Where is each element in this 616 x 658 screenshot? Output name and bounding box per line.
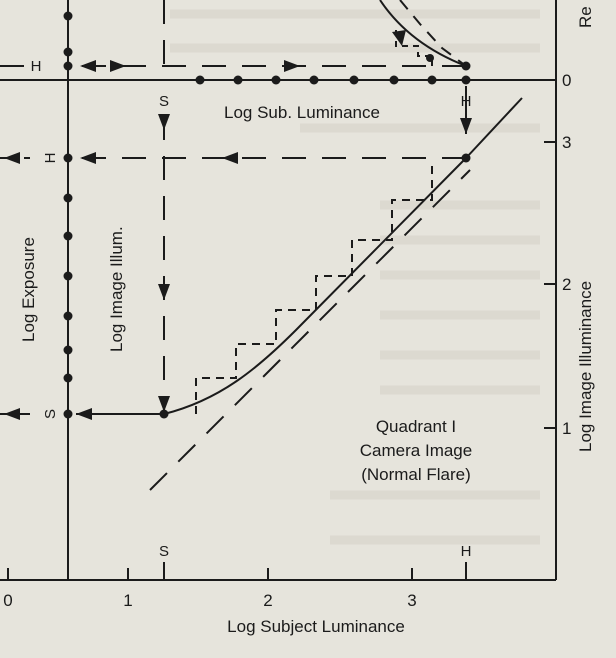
highlight-marker-label: H [42, 153, 59, 164]
ideal-reference-line [149, 169, 471, 491]
right-tick-label: 1 [562, 419, 571, 438]
right-tick-label: 0 [562, 71, 571, 90]
x-axis-ticks [7, 562, 467, 580]
x-axis-label: Log Subject Luminance [227, 617, 405, 636]
shadow-marker-label: S [159, 93, 169, 110]
right-axis-label-fragment: Re [576, 6, 595, 28]
staircase-steps [195, 166, 433, 414]
highlight-marker-label: H [461, 93, 472, 110]
quadrant-subtitle: Camera Image [360, 441, 472, 460]
x-tick-label: 3 [407, 591, 416, 610]
quadrant-title: Quadrant I [376, 417, 456, 436]
camera-curve-extension [465, 97, 523, 159]
projection-lines [80, 0, 471, 491]
right-tick-label: 3 [562, 133, 571, 152]
log-sub-luminance-label: Log Sub. Luminance [224, 103, 380, 122]
arrowheads [4, 30, 472, 420]
log-image-illum-label: Log Image Illum. [107, 226, 126, 352]
curve-endpoint-dots [159, 54, 471, 419]
upper-staircase-steps [395, 30, 433, 66]
upper-reflection-curve [379, 0, 467, 67]
x-tick-label: 0 [3, 591, 12, 610]
exposure-dots [63, 11, 73, 419]
highlight-marker-label: H [461, 543, 472, 560]
right-axis-ticks [544, 79, 556, 429]
highlight-marker-label: H [31, 58, 42, 75]
x-tick-label: 1 [123, 591, 132, 610]
right-tick-label: 2 [562, 275, 571, 294]
upper-reference-line [399, 0, 467, 67]
shadow-marker-label: S [159, 543, 169, 560]
sub-luminance-dots [195, 75, 471, 85]
quadrant-condition: (Normal Flare) [361, 465, 471, 484]
camera-image-curve [163, 157, 467, 415]
right-axis-label: Log Image Illuminance [576, 281, 595, 452]
log-exposure-label: Log Exposure [19, 237, 38, 342]
bleed-through-texture [170, 9, 540, 545]
shadow-marker-label: S [42, 409, 59, 419]
x-tick-label: 2 [263, 591, 272, 610]
